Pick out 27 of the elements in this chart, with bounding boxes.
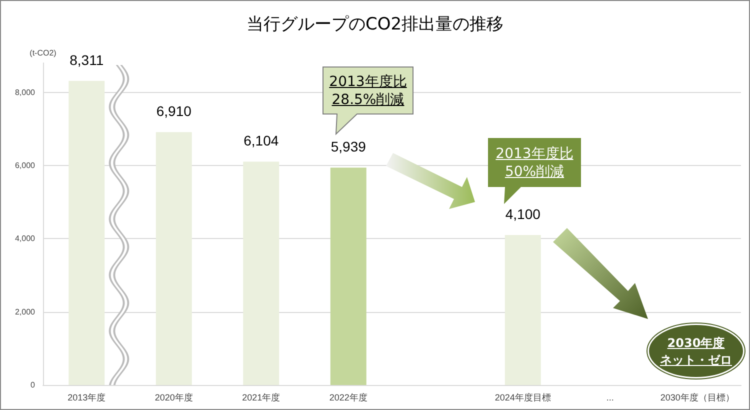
annotation: 2030年度ネット・ゼロ	[659, 335, 733, 369]
y-tick-label: 0	[30, 380, 36, 390]
data-label: 8,311	[70, 52, 104, 68]
bar	[330, 168, 366, 385]
x-tick-label: 2024年度目標	[494, 392, 551, 402]
data-label: 5,939	[330, 138, 366, 155]
x-tick-label: 2030年度（目標）	[660, 392, 734, 402]
y-axis-title: (t-CO2)	[30, 48, 57, 58]
data-label: 6,104	[244, 132, 279, 149]
y-tick-label: 6,000	[14, 160, 36, 170]
annotation: 2013年度比 28.5%削減	[328, 72, 408, 108]
bar	[504, 234, 541, 385]
chart-title: 当行グループのCO2排出量の推移	[246, 14, 504, 34]
bar	[243, 162, 280, 385]
x-tick-label: 2022年度	[329, 392, 368, 402]
data-label: 4,100	[505, 206, 541, 222]
bar	[68, 80, 105, 385]
y-tick-label: 4,000	[14, 234, 36, 244]
y-tick-label: 8,000	[14, 88, 36, 97]
x-tick-label: 2021年度	[242, 392, 280, 402]
x-tick-label: 2020年度	[154, 392, 193, 402]
bar	[156, 132, 192, 385]
x-tick-label: ...	[606, 392, 614, 402]
y-tick-label: 2,000	[14, 307, 36, 316]
data-label: 6,910	[156, 103, 192, 120]
annotation: 2013年度比 50%削減	[494, 144, 574, 180]
x-tick-label: 2013年度	[68, 392, 106, 402]
